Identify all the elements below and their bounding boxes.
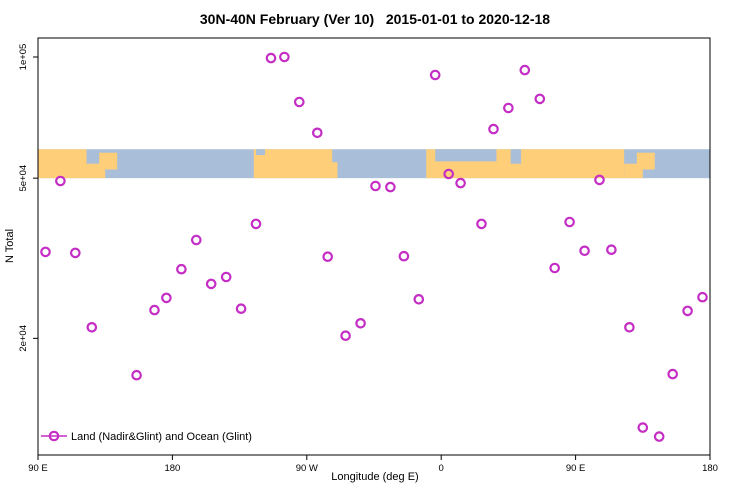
data-point — [265, 52, 277, 64]
data-point — [149, 304, 160, 316]
data-point — [549, 262, 560, 274]
y-tick-label: 2e+04 — [18, 325, 29, 352]
x-tick-label: 90 W — [296, 463, 318, 474]
data-points — [40, 51, 708, 442]
data-point — [594, 174, 605, 186]
x-tick-label: 90 E — [566, 463, 586, 474]
legend: Land (Nadir&Glint) and Ocean (Glint) — [41, 430, 252, 443]
x-tick-label: 180 — [702, 463, 718, 474]
data-point — [503, 102, 514, 114]
data-point — [534, 93, 546, 105]
data-point — [205, 278, 217, 290]
data-point — [191, 234, 202, 246]
data-point — [176, 263, 187, 275]
land-segment — [636, 152, 655, 170]
x-tick-label: 180 — [164, 463, 180, 474]
axes: 90 E 180 90 W 0 90 E 180 1e+05 5e+04 2e+04 — [18, 37, 718, 474]
chart-title: 30N-40N February (Ver 10) 2015-01-01 to … — [199, 11, 551, 27]
legend-marker — [41, 430, 67, 442]
data-point — [429, 69, 441, 81]
ocean-overlay — [510, 149, 522, 164]
data-point — [624, 321, 635, 333]
x-axis-title: Longitude (deg E) — [331, 471, 419, 483]
data-point — [637, 422, 649, 433]
data-point — [161, 292, 172, 304]
legend-point-icon — [48, 430, 60, 442]
data-point — [413, 293, 425, 305]
data-point — [55, 175, 66, 187]
data-point — [697, 291, 708, 303]
data-point — [293, 96, 305, 108]
data-point — [311, 127, 323, 139]
data-point — [385, 181, 396, 193]
data-point — [476, 218, 487, 230]
data-point — [488, 123, 499, 135]
data-point — [667, 368, 678, 380]
data-point — [682, 305, 693, 317]
data-point — [250, 218, 262, 230]
data-point — [70, 247, 81, 259]
land-segment — [253, 149, 333, 179]
y-tick-label: 5e+04 — [18, 165, 29, 192]
data-point — [564, 216, 575, 228]
data-point — [579, 245, 590, 257]
data-point — [606, 244, 617, 255]
y-tick-label: 1e+05 — [18, 44, 29, 71]
data-point — [340, 330, 351, 341]
plot-border — [37, 37, 711, 456]
x-tick-label: 90 E — [28, 463, 48, 474]
land-segment — [332, 162, 338, 179]
land-ocean-band — [38, 149, 710, 179]
data-point — [279, 51, 290, 63]
ocean-overlay — [256, 149, 265, 156]
land-segment — [38, 149, 87, 179]
data-point — [443, 168, 454, 180]
data-point — [322, 251, 333, 263]
data-point — [398, 250, 410, 262]
land-segment — [99, 152, 118, 170]
y-axis-title: N Total — [4, 228, 16, 264]
legend-label: Land (Nadir&Glint) and Ocean (Glint) — [71, 431, 252, 443]
data-point — [220, 271, 232, 283]
data-point — [40, 246, 51, 258]
data-point — [86, 321, 98, 333]
data-point — [235, 303, 247, 314]
data-point — [355, 317, 366, 329]
data-point — [455, 177, 466, 189]
data-point — [653, 431, 665, 442]
data-point — [519, 64, 531, 76]
ocean-overlay — [435, 149, 497, 162]
data-point — [370, 180, 381, 192]
x-tick-label: 0 — [439, 463, 444, 474]
data-point — [131, 369, 142, 381]
